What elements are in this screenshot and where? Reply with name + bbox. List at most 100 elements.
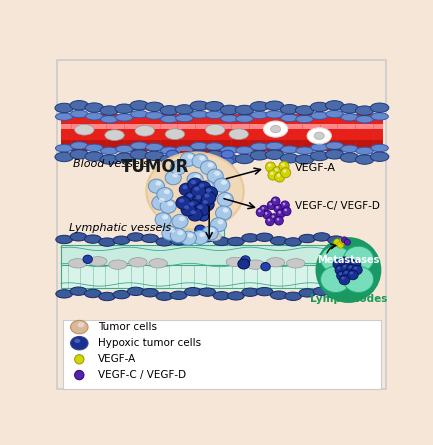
Circle shape — [279, 161, 289, 171]
Ellipse shape — [242, 234, 259, 242]
Text: VEGF-C/ VEGF-D: VEGF-C/ VEGF-D — [295, 201, 380, 211]
Ellipse shape — [160, 154, 178, 164]
Ellipse shape — [184, 191, 199, 204]
Text: VEGF-A: VEGF-A — [98, 354, 136, 364]
Ellipse shape — [341, 145, 359, 153]
Circle shape — [256, 208, 265, 217]
Ellipse shape — [179, 216, 185, 221]
Circle shape — [270, 214, 278, 222]
Ellipse shape — [145, 143, 163, 151]
Ellipse shape — [205, 101, 223, 111]
Circle shape — [268, 218, 270, 221]
Ellipse shape — [335, 265, 346, 275]
Ellipse shape — [196, 182, 211, 194]
Ellipse shape — [313, 233, 330, 241]
Ellipse shape — [206, 125, 225, 135]
Ellipse shape — [166, 164, 179, 172]
Ellipse shape — [264, 121, 288, 137]
Text: Lymphatic vessels: Lymphatic vessels — [69, 223, 171, 233]
Ellipse shape — [199, 156, 205, 161]
Circle shape — [271, 215, 274, 218]
Ellipse shape — [179, 198, 184, 202]
Circle shape — [265, 162, 275, 172]
Ellipse shape — [85, 144, 103, 152]
Ellipse shape — [221, 115, 238, 122]
Ellipse shape — [199, 232, 205, 237]
Ellipse shape — [172, 173, 178, 178]
Ellipse shape — [346, 264, 357, 274]
FancyBboxPatch shape — [58, 60, 386, 389]
Ellipse shape — [85, 152, 103, 161]
Ellipse shape — [356, 147, 373, 154]
Ellipse shape — [328, 236, 344, 244]
Ellipse shape — [179, 232, 195, 241]
Ellipse shape — [130, 101, 149, 110]
Bar — [61, 124, 383, 129]
Ellipse shape — [256, 233, 273, 242]
Circle shape — [270, 172, 274, 175]
Ellipse shape — [341, 113, 359, 121]
Ellipse shape — [177, 231, 183, 235]
Ellipse shape — [299, 289, 316, 297]
Ellipse shape — [160, 199, 176, 213]
Ellipse shape — [192, 174, 209, 185]
Ellipse shape — [335, 261, 339, 263]
Ellipse shape — [55, 113, 73, 120]
Ellipse shape — [205, 218, 221, 227]
Ellipse shape — [191, 208, 202, 218]
Ellipse shape — [206, 111, 223, 119]
Ellipse shape — [191, 185, 206, 198]
Ellipse shape — [71, 336, 88, 350]
Ellipse shape — [311, 144, 328, 151]
Text: Lymph nodes: Lymph nodes — [310, 294, 387, 304]
Ellipse shape — [295, 155, 314, 164]
Ellipse shape — [162, 226, 178, 240]
Ellipse shape — [223, 208, 229, 213]
Ellipse shape — [217, 220, 223, 224]
Ellipse shape — [241, 256, 250, 264]
Ellipse shape — [356, 116, 373, 123]
Ellipse shape — [192, 231, 208, 244]
Ellipse shape — [74, 125, 94, 135]
Ellipse shape — [200, 161, 216, 175]
Ellipse shape — [326, 142, 343, 150]
Ellipse shape — [352, 262, 356, 264]
Ellipse shape — [307, 128, 331, 144]
Ellipse shape — [341, 258, 345, 261]
Ellipse shape — [343, 267, 374, 292]
Ellipse shape — [328, 290, 344, 299]
Circle shape — [284, 209, 287, 211]
Ellipse shape — [205, 150, 223, 160]
Ellipse shape — [199, 183, 204, 187]
Ellipse shape — [135, 125, 155, 136]
Ellipse shape — [56, 235, 73, 244]
Ellipse shape — [340, 153, 359, 162]
Ellipse shape — [129, 258, 147, 267]
Bar — [61, 245, 339, 265]
Ellipse shape — [190, 150, 209, 159]
Ellipse shape — [100, 106, 119, 115]
Ellipse shape — [287, 259, 305, 268]
Ellipse shape — [347, 260, 350, 263]
Ellipse shape — [145, 151, 164, 161]
Ellipse shape — [149, 179, 165, 193]
Ellipse shape — [70, 150, 88, 159]
Ellipse shape — [250, 101, 269, 111]
Ellipse shape — [191, 210, 196, 214]
Ellipse shape — [207, 169, 223, 183]
Ellipse shape — [224, 194, 230, 199]
Ellipse shape — [350, 272, 353, 275]
Circle shape — [276, 206, 278, 209]
Ellipse shape — [142, 234, 158, 243]
Ellipse shape — [213, 291, 230, 300]
Text: Tumor cells: Tumor cells — [98, 322, 157, 332]
Ellipse shape — [194, 203, 209, 216]
Ellipse shape — [320, 267, 351, 292]
Ellipse shape — [115, 104, 133, 113]
Bar — [62, 320, 381, 389]
Ellipse shape — [113, 291, 130, 299]
Ellipse shape — [145, 112, 163, 119]
Ellipse shape — [175, 154, 194, 163]
Ellipse shape — [203, 186, 217, 199]
Ellipse shape — [350, 260, 361, 270]
